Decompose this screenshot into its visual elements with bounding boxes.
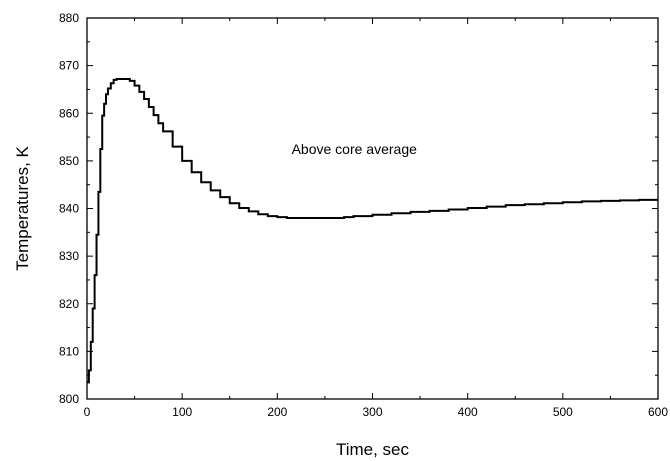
x-tick-label: 500 <box>553 405 573 419</box>
annotation-above-core-average: Above core average <box>292 141 418 157</box>
y-tick-label: 810 <box>59 344 79 358</box>
x-tick-label: 600 <box>648 405 668 419</box>
temperature-series-line <box>87 77 658 384</box>
y-axis-label: Temperatures, K <box>13 145 32 270</box>
y-tick-label: 860 <box>59 106 79 120</box>
x-tick-labels: 0 100 200 300 400 500 600 <box>84 405 669 419</box>
y-tick-label: 840 <box>59 202 79 216</box>
tick-marks <box>86 17 659 400</box>
y-tick-label: 870 <box>59 59 79 73</box>
x-tick-label: 400 <box>458 405 478 419</box>
y-tick-label: 800 <box>59 392 79 406</box>
y-tick-labels: 800 810 820 830 840 850 860 870 880 <box>59 11 79 406</box>
x-tick-label: 300 <box>362 405 382 419</box>
y-tick-label: 880 <box>59 11 79 25</box>
x-tick-label: 100 <box>172 405 192 419</box>
x-tick-label: 200 <box>267 405 287 419</box>
plot-frame <box>86 17 659 400</box>
y-tick-label: 850 <box>59 154 79 168</box>
x-tick-label: 0 <box>84 405 91 419</box>
x-axis-label: Time, sec <box>336 440 410 459</box>
y-tick-label: 830 <box>59 249 79 263</box>
y-tick-label: 820 <box>59 297 79 311</box>
